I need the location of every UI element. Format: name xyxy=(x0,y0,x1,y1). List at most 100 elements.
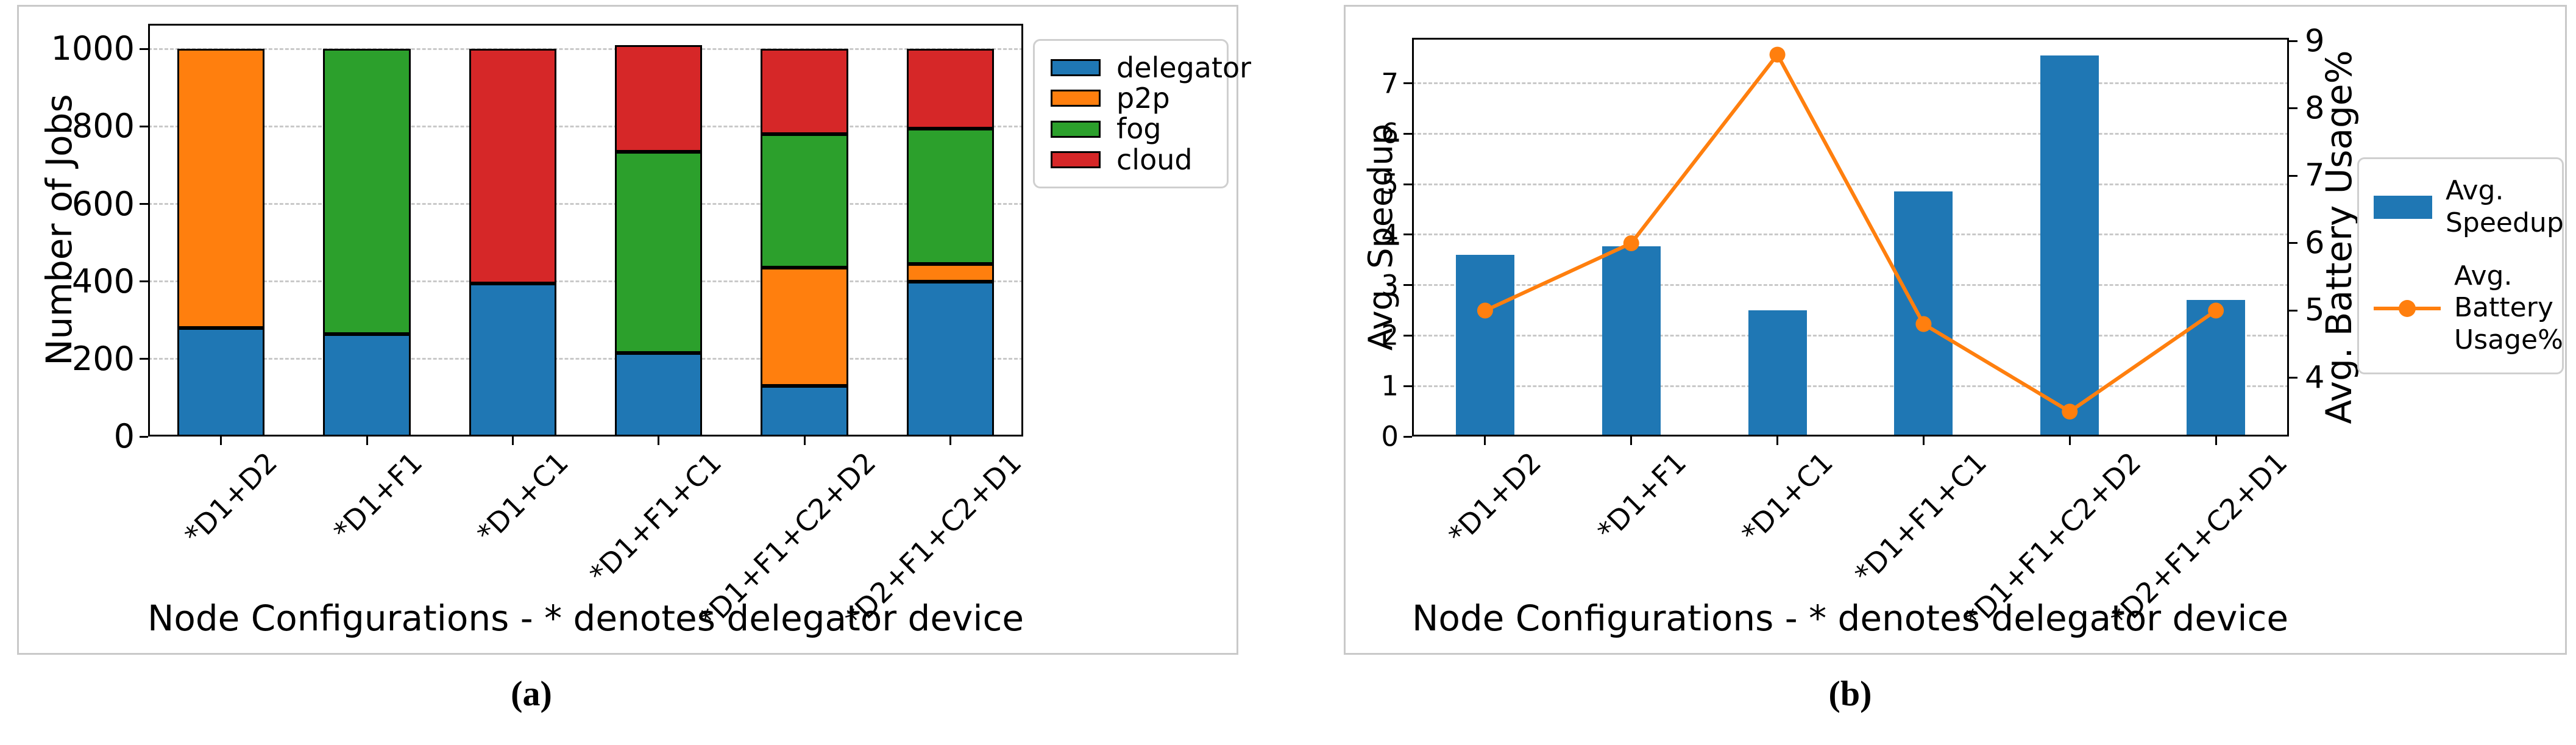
y-tick-label-left: 1 xyxy=(1381,369,1399,402)
bar-segment-p2p xyxy=(761,268,848,387)
battery-data-point xyxy=(2208,302,2224,319)
legend-item-delegator: delegator xyxy=(1051,53,1251,82)
bar-speedup xyxy=(1455,254,1514,437)
y-tick-label-left: 7 xyxy=(1381,67,1399,99)
x-axis-label-a: Node Configurations - * denotes delegato… xyxy=(147,597,1024,639)
bar-segment-delegator xyxy=(469,283,557,437)
y-tick-label-right: 7 xyxy=(2305,157,2325,194)
y-tick-mark xyxy=(2289,107,2297,110)
battery-data-point xyxy=(1915,316,1932,332)
y-axis-label-battery: Avg. Battery Usage% xyxy=(2318,50,2360,424)
y-tick-mark xyxy=(140,203,148,205)
y-tick-label-left: 0 xyxy=(1381,420,1399,453)
y-tick-mark xyxy=(1403,82,1412,84)
gridline xyxy=(1412,82,2289,84)
legend-label-delegator: delegator xyxy=(1116,51,1252,84)
gridline xyxy=(148,280,1023,283)
panel-speedup-chart: 0 1 2 3 4 5 6 7 4 5 6 7 8 9 *D1+D2 *D1+F1 *D1+C1 *D1+F1+C… xyxy=(1344,5,2567,655)
y-tick-mark xyxy=(1403,284,1412,287)
x-tick-label: *D1+D2 xyxy=(1441,446,1548,552)
x-tick-label: *D1+F1+C1 xyxy=(1848,446,1993,591)
x-tick-mark xyxy=(949,437,951,445)
y-tick-label: 600 xyxy=(71,184,135,223)
y-tick-mark xyxy=(140,48,148,50)
bar-segment-p2p xyxy=(906,264,995,282)
y-tick-mark xyxy=(2289,242,2297,244)
y-tick-label-right: 6 xyxy=(2305,225,2325,262)
bar-segment-cloud xyxy=(614,45,703,152)
gridline xyxy=(1412,132,2289,135)
y-tick-mark xyxy=(140,125,148,127)
y-tick-label-left: 4 xyxy=(1381,218,1399,251)
caption-b: (b) xyxy=(1828,674,1872,713)
legend-item-cloud: cloud xyxy=(1051,143,1211,176)
y-tick-mark xyxy=(1403,385,1412,387)
x-tick-label: *D1+F1 xyxy=(1591,446,1693,548)
x-tick-mark xyxy=(1630,437,1633,445)
x-tick-mark xyxy=(1922,437,1925,445)
bar-segment-delegator xyxy=(614,353,703,437)
x-tick-mark xyxy=(803,437,806,445)
x-tick-label: *D1+C1 xyxy=(1735,446,1839,551)
caption-a: (a) xyxy=(511,674,552,713)
legend-speedup-battery: Avg. Speedup Avg. Battery Usage% xyxy=(2357,157,2564,374)
bar-segment-delegator xyxy=(177,328,265,437)
bar-speedup xyxy=(1602,246,1661,437)
y-tick-label-right: 8 xyxy=(2305,90,2325,127)
bar-segment-delegator xyxy=(323,333,411,437)
x-tick-label: *D1+C1 xyxy=(470,446,575,551)
y-tick-mark xyxy=(1403,435,1412,438)
p2p-swatch-icon xyxy=(1051,90,1101,107)
bar-segment-delegator xyxy=(761,386,848,437)
battery-data-point xyxy=(1769,46,1786,63)
y-tick-label-right: 5 xyxy=(2305,292,2325,329)
fog-swatch-icon xyxy=(1051,120,1101,138)
y-axis-label-jobs: Number of Jobs xyxy=(38,94,80,366)
x-tick-mark xyxy=(1776,437,1779,445)
legend-jobs: delegator p2p fog cloud xyxy=(1033,39,1251,188)
bar-segment-cloud xyxy=(469,49,557,283)
y-tick-mark xyxy=(140,435,148,438)
bar-speedup xyxy=(1894,191,1953,437)
plot-area-jobs: 0 200 400 600 800 1000 *D1+D2 *D1+F1 *D1+C1 *D1+F… xyxy=(51,24,1028,635)
legend-label-p2p: p2p xyxy=(1116,82,1170,115)
battery-data-point xyxy=(2062,404,2078,420)
panel-jobs-chart: 0 200 400 600 800 1000 *D1+D2 *D1+F1 *D1+C1 *D1+F… xyxy=(17,5,1251,655)
bar-segment-p2p xyxy=(177,49,265,328)
cloud-swatch-icon xyxy=(1051,151,1101,168)
gridline xyxy=(1412,233,2289,236)
legend-label-battery: Avg. Battery Usage% xyxy=(2454,260,2563,356)
y-tick-mark xyxy=(140,358,148,360)
x-tick-mark xyxy=(220,437,222,445)
y-tick-label: 1000 xyxy=(51,29,135,68)
y-tick-label-left: 6 xyxy=(1381,117,1399,150)
bar-segment-fog xyxy=(323,49,411,334)
y-tick-label-left: 2 xyxy=(1381,319,1399,352)
bar-speedup xyxy=(2040,55,2099,437)
y-tick-label-right: 9 xyxy=(2305,23,2325,60)
legend-item-speedup: Avg. Speedup xyxy=(2374,175,2564,240)
y-tick-label-left: 3 xyxy=(1381,269,1399,302)
legend-item-battery: Avg. Battery Usage% xyxy=(2374,260,2563,357)
bar-segment-cloud xyxy=(761,49,848,135)
y-tick-mark xyxy=(2289,174,2297,177)
y-tick-label-right: 4 xyxy=(2305,360,2325,396)
x-tick-label: *D1+F1 xyxy=(327,446,428,548)
y-tick-mark xyxy=(2289,40,2297,43)
y-tick-mark xyxy=(2289,309,2297,312)
gridline xyxy=(148,48,1023,50)
y-axis-label-speedup: Avg. Speedup xyxy=(1361,123,1400,351)
y-tick-label-left: 5 xyxy=(1381,168,1399,201)
gridline xyxy=(1412,385,2289,387)
legend-label-speedup: Avg. Speedup xyxy=(2446,175,2564,238)
axes-frame-a xyxy=(148,24,1023,437)
x-tick-label: *D1+D2 xyxy=(177,446,283,552)
x-tick-mark xyxy=(2215,437,2217,445)
battery-data-point xyxy=(1623,235,1639,251)
legend-label-cloud: cloud xyxy=(1116,143,1193,176)
x-tick-mark xyxy=(1484,437,1486,445)
y-tick-mark xyxy=(140,280,148,283)
legend-item-p2p: p2p xyxy=(1051,84,1211,113)
gridline xyxy=(148,358,1023,360)
